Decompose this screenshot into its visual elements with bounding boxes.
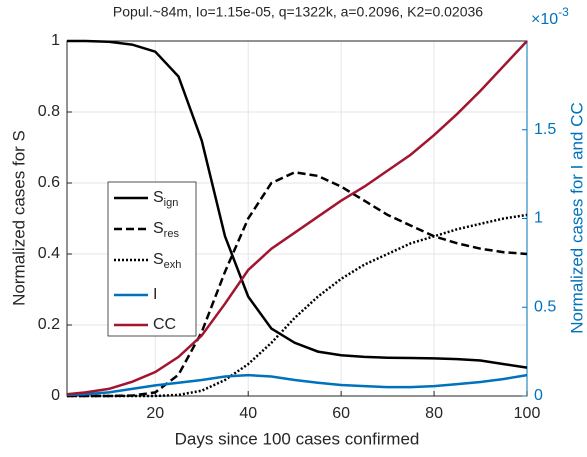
chart-title: Popul.~84m, Io=1.15e-05, q=1322k, a=0.20… xyxy=(113,4,483,20)
x-tick-label: 40 xyxy=(239,405,257,422)
y-tick-label: 1 xyxy=(51,32,60,49)
y-tick-label: 0.4 xyxy=(38,245,60,262)
y2-tick-label: 1.5 xyxy=(534,121,556,138)
y-tick-label: 0.8 xyxy=(38,103,60,120)
x-tick-label: 100 xyxy=(514,405,541,422)
y-axis-label: Normalized cases for S xyxy=(9,130,28,306)
y2-tick-label: 0.5 xyxy=(534,298,556,315)
series-line xyxy=(67,171,528,398)
series-line xyxy=(67,213,528,398)
x-tick-label: 20 xyxy=(146,405,164,422)
legend-label: CC xyxy=(153,316,176,333)
y2-tick-label: 0 xyxy=(534,387,543,404)
y-tick-label: 0.2 xyxy=(38,316,60,333)
multiplier-exponent: -3 xyxy=(558,5,569,19)
y-tick-label: 0 xyxy=(51,387,60,404)
y-tick-label: 0.6 xyxy=(38,174,60,191)
y2-axis-label: Normalized cases for I and CC xyxy=(567,102,586,333)
x-tick-label: 80 xyxy=(425,405,443,422)
series-line xyxy=(66,40,528,396)
legend-label: Sign xyxy=(153,189,178,209)
legend-box xyxy=(107,181,197,337)
legend: Sign Sres Sexh I CC xyxy=(107,181,197,337)
multiplier-base: ×10 xyxy=(531,11,558,28)
series-line xyxy=(66,373,528,397)
series-line xyxy=(67,39,528,369)
legend-label: I xyxy=(153,286,157,303)
legend-label: Sexh xyxy=(153,251,181,271)
legend-label: Sres xyxy=(153,220,179,240)
x-axis-label: Days since 100 cases confirmed xyxy=(175,429,420,448)
y2-tick-label: 1 xyxy=(534,210,543,227)
x-tick-label: 60 xyxy=(332,405,350,422)
y2-multiplier: ×10-3 xyxy=(531,5,569,28)
